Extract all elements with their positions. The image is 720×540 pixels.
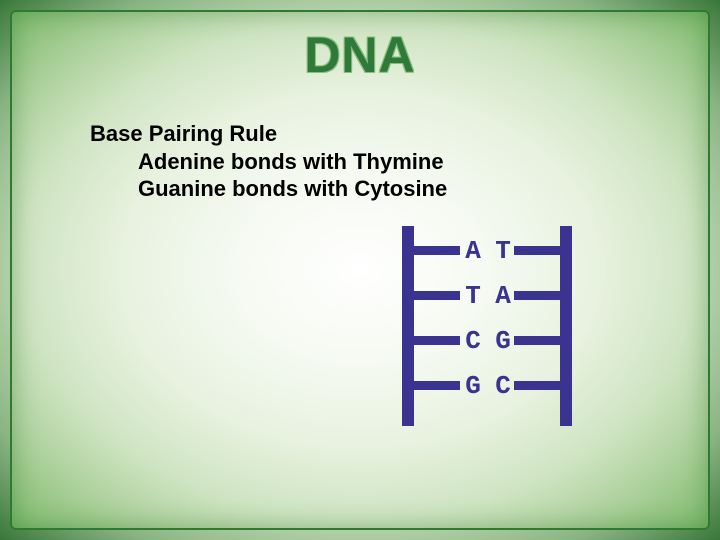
slide-frame: DNA Base Pairing Rule Adenine bonds with… (10, 10, 710, 530)
right-base-1: A (492, 283, 514, 309)
dna-diagram: A T T A C G G C (402, 226, 652, 426)
right-backbone (560, 226, 572, 426)
heading-line: Base Pairing Rule (90, 120, 447, 148)
right-rung-3 (514, 381, 560, 390)
left-rung-0 (414, 246, 460, 255)
right-base-2: G (492, 328, 514, 354)
left-backbone (402, 226, 414, 426)
slide: DNA Base Pairing Rule Adenine bonds with… (0, 0, 720, 540)
slide-title: DNA (12, 26, 708, 84)
body-line-1: Adenine bonds with Thymine (90, 148, 447, 176)
left-base-1: T (462, 283, 484, 309)
right-rung-0 (514, 246, 560, 255)
body-line-2: Guanine bonds with Cytosine (90, 175, 447, 203)
body-text: Base Pairing Rule Adenine bonds with Thy… (90, 120, 447, 203)
left-rung-3 (414, 381, 460, 390)
right-base-3: C (492, 373, 514, 399)
left-base-0: A (462, 238, 484, 264)
left-rung-2 (414, 336, 460, 345)
right-base-0: T (492, 238, 514, 264)
right-rung-1 (514, 291, 560, 300)
right-rung-2 (514, 336, 560, 345)
left-base-3: G (462, 373, 484, 399)
left-rung-1 (414, 291, 460, 300)
left-base-2: C (462, 328, 484, 354)
